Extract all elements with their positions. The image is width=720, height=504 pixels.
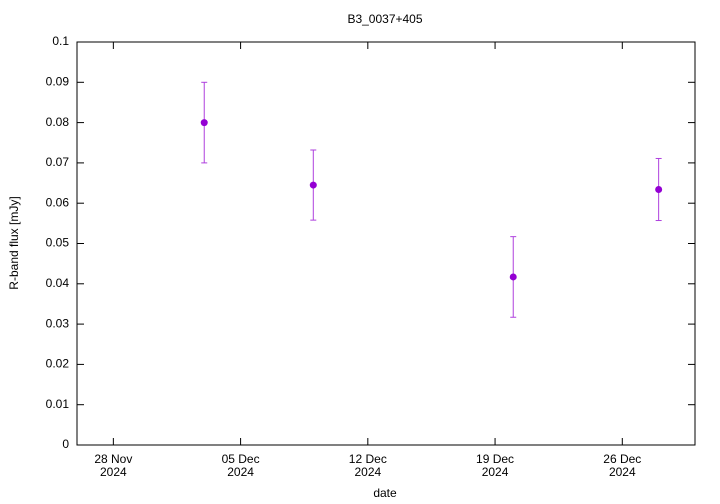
x-tick-label: 2024 <box>227 465 254 479</box>
y-tick-label: 0.01 <box>46 397 70 411</box>
y-tick-label: 0.09 <box>46 74 70 88</box>
x-tick-label: 28 Nov <box>94 452 132 466</box>
x-tick-label: 2024 <box>100 465 127 479</box>
y-tick-label: 0.1 <box>52 34 69 48</box>
x-tick-label: 19 Dec <box>476 452 514 466</box>
data-point <box>200 119 208 127</box>
y-tick-label: 0.06 <box>46 195 70 209</box>
y-tick-label: 0.04 <box>46 276 70 290</box>
y-tick-label: 0.05 <box>46 236 70 250</box>
data-point <box>309 181 317 189</box>
x-tick-label: 05 Dec <box>222 452 260 466</box>
y-tick-label: 0 <box>62 437 69 451</box>
y-tick-label: 0.08 <box>46 115 70 129</box>
x-tick-label: 12 Dec <box>349 452 387 466</box>
plot-border <box>76 41 696 446</box>
chart-title: B3_0037+405 <box>347 12 422 26</box>
data-point <box>655 185 663 193</box>
x-tick-label: 2024 <box>609 465 636 479</box>
x-axis-label: date <box>373 486 397 500</box>
data-point <box>509 273 517 281</box>
y-tick-label: 0.02 <box>46 357 70 371</box>
y-tick-label: 0.07 <box>46 155 70 169</box>
y-axis-label: R-band flux [mJy] <box>7 196 21 289</box>
x-tick-label: 2024 <box>354 465 381 479</box>
x-tick-label: 2024 <box>482 465 509 479</box>
x-tick-label: 26 Dec <box>603 452 641 466</box>
y-tick-label: 0.03 <box>46 316 70 330</box>
